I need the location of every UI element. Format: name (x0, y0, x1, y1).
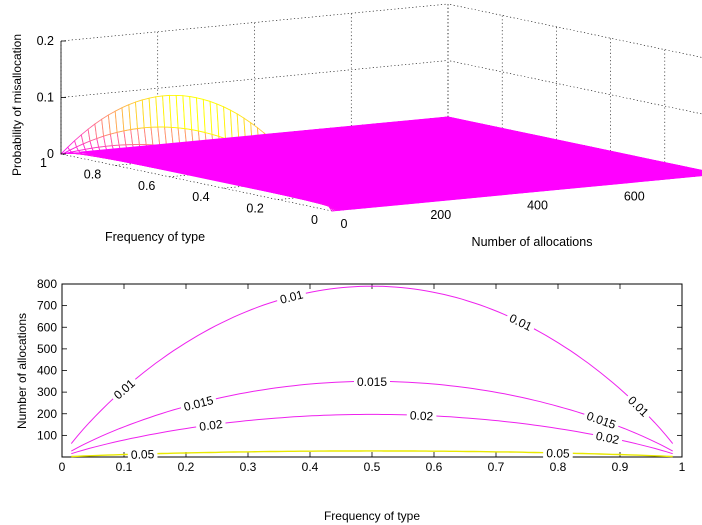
contour-xlabel: Frequency of type (324, 509, 420, 523)
contour-label: 0.05 (127, 446, 158, 462)
contour-label: 0.015 (354, 374, 390, 389)
contour-label-bg (179, 391, 218, 415)
x-tick-label: 0.9 (612, 460, 629, 474)
surface-ticks: 00.10.210.80.60.40.200200400600800 (37, 34, 645, 231)
surface-flat-region (80, 116, 702, 210)
y-tick-label: 400 (527, 199, 548, 213)
contour-label: 0.05 (543, 445, 573, 461)
contour-label-bg (406, 407, 437, 423)
surface-xlabel: Frequency of type (105, 230, 205, 244)
y-tick-label: 100 (37, 428, 57, 442)
x-tick-label: 0.2 (178, 460, 195, 474)
contour-label-bg (275, 286, 308, 308)
x-tick-label: 0.8 (84, 167, 101, 181)
surface-ylabel: Number of allocations (472, 235, 593, 249)
z-tick-label: 0.1 (37, 91, 54, 105)
x-tick-label: 0.5 (364, 460, 381, 474)
grid-line (60, 3, 449, 42)
z-tick-label: 0.2 (37, 34, 54, 48)
contour-label: 0.02 (195, 416, 227, 434)
contour-label: 0.01 (275, 286, 308, 308)
y-tick-label: 300 (37, 385, 57, 399)
contour-axes-box (61, 283, 683, 458)
contour-label-text: 0.05 (546, 446, 570, 461)
contour-label-text: 0.02 (410, 408, 434, 423)
x-tick-label: 0 (311, 213, 318, 227)
contour-label-bg (623, 390, 655, 422)
grid-line (447, 60, 702, 115)
y-tick-label: 400 (37, 364, 57, 378)
x-tick-label: 1 (679, 460, 686, 474)
y-tick-label: 700 (37, 299, 57, 313)
x-tick-label: 0.1 (116, 460, 133, 474)
grid-line (447, 3, 702, 58)
x-tick-label: 1 (40, 156, 47, 170)
grid-line (60, 153, 333, 212)
x-tick-label: 0.4 (192, 190, 209, 204)
y-tick-label: 200 (37, 407, 57, 421)
contour-label-text: 0.05 (131, 447, 155, 462)
y-tick-label: 600 (37, 320, 57, 334)
surface-zlabel: Probability of misallocation (10, 34, 24, 176)
x-tick-label: 0.8 (550, 460, 567, 474)
contour-label-text: 0.01 (278, 287, 304, 307)
contour-line-0.02 (71, 413, 673, 455)
surface-mesh (59, 94, 702, 212)
contour-label-bg (108, 373, 140, 404)
contour-label-bg (582, 407, 621, 433)
contour-label: 0.02 (406, 407, 437, 423)
contour-label-text: 0.02 (198, 417, 223, 434)
x-tick-label: 0.4 (302, 460, 319, 474)
x-tick-label: 0.6 (138, 179, 155, 193)
surface-plot: 00.10.210.80.60.40.200200400600800 Proba… (10, 3, 702, 249)
x-tick-label: 0.3 (240, 460, 257, 474)
contour-label-bg (591, 427, 624, 448)
x-tick-label: 0.6 (426, 460, 443, 474)
y-tick-label: 600 (624, 189, 645, 203)
y-tick-label: 0 (341, 217, 348, 231)
y-tick-label: 800 (37, 277, 57, 291)
y-tick-label: 200 (430, 208, 451, 222)
contour-label-bg (354, 374, 390, 389)
contour-plot: 0 0.1 0.2 0.3 0.4 0.5 0.6 0.7 0.8 0.9 1 100 200 300 40… (15, 277, 686, 523)
contour-ticks: 0 0.1 0.2 0.3 0.4 0.5 0.6 0.7 0.8 0.9 1 100 200 300 40… (37, 277, 686, 474)
y-tick-label: 500 (37, 342, 57, 356)
contour-label-bg (127, 446, 158, 462)
contour-label-text: 0.015 (357, 375, 387, 389)
x-tick-label: 0.7 (488, 460, 505, 474)
contour-label: 0.02 (591, 427, 624, 448)
contour-ylabel: Number of allocations (15, 313, 29, 429)
x-tick-label: 0 (59, 460, 66, 474)
contour-label-text: 0.02 (595, 429, 621, 447)
contour-label-bg (543, 445, 573, 461)
contour-label-bg (195, 416, 227, 434)
z-tick-label: 0 (47, 147, 54, 161)
contour-line-0.01 (70, 285, 674, 444)
contour-label-bg (504, 309, 538, 335)
x-tick-label: 0.2 (246, 202, 263, 216)
